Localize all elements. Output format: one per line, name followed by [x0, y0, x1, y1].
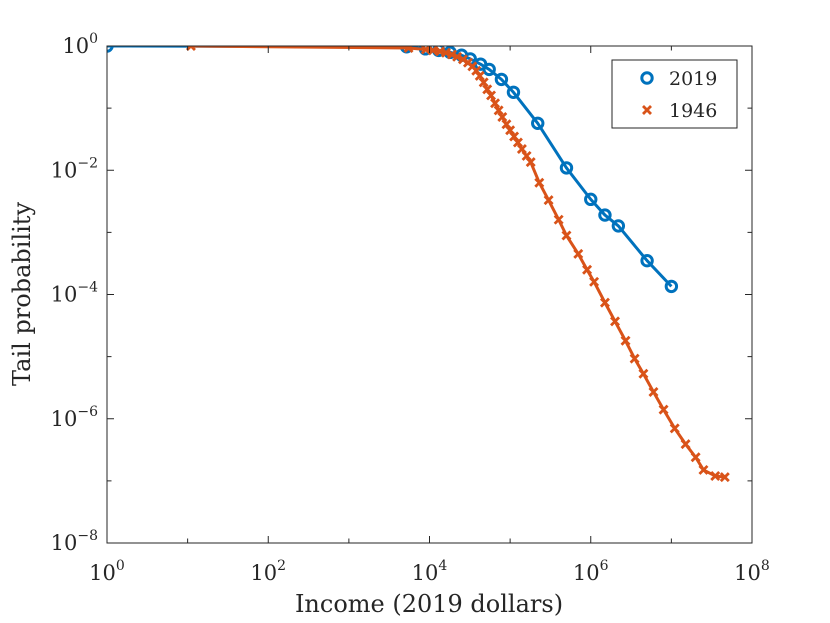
data-point-1946 — [599, 297, 610, 308]
data-point-2019 — [640, 253, 654, 268]
data-point-1946 — [403, 46, 414, 53]
legend-marker-1946 — [642, 105, 652, 115]
data-point-2019 — [664, 279, 679, 294]
data-point-1946 — [710, 470, 721, 481]
data-point-1946 — [680, 439, 691, 450]
data-point-1946 — [669, 423, 680, 434]
legend-label-1946: 1946 — [669, 100, 717, 122]
data-point-1946 — [582, 264, 593, 275]
data-point-1946 — [648, 386, 659, 397]
tick-labels: 100 102 104 106 108 100 10−2 10−4 10−6 10−8 — [51, 31, 770, 585]
series-layer — [107, 46, 730, 483]
y-tick-label: 10−8 — [51, 528, 98, 555]
data-point-1946 — [698, 464, 709, 475]
legend-label-2019: 2019 — [669, 68, 717, 90]
y-tick-label: 10−2 — [51, 155, 98, 182]
data-point-2019 — [611, 219, 626, 233]
data-point-1946 — [512, 137, 523, 148]
x-tick-label: 100 — [89, 558, 125, 585]
data-point-1946 — [719, 472, 730, 483]
data-point-1946 — [478, 77, 489, 88]
data-point-2019 — [584, 192, 598, 207]
y-tick-label: 10−6 — [51, 404, 98, 431]
data-point-2019 — [482, 62, 496, 77]
data-point-1946 — [589, 276, 600, 287]
data-point-1946 — [620, 335, 631, 346]
data-point-1946 — [553, 214, 564, 225]
data-point-1946 — [452, 51, 463, 62]
data-point-1946 — [486, 90, 497, 101]
data-point-1946 — [482, 84, 493, 95]
data-point-1946 — [493, 105, 504, 116]
data-point-1946 — [505, 125, 516, 136]
plot-area — [107, 46, 752, 543]
y-axis-title: Tail probability — [8, 202, 36, 386]
data-point-1946 — [629, 353, 640, 364]
data-point-2019 — [598, 208, 612, 222]
data-point-1946 — [474, 70, 485, 81]
data-point-2019 — [506, 85, 521, 99]
data-point-1946 — [185, 46, 196, 51]
plot-frame — [106, 45, 753, 544]
x-tick-label: 108 — [734, 558, 770, 585]
data-point-2019 — [531, 116, 545, 130]
data-point-1946 — [516, 143, 527, 154]
y-tick-label: 100 — [62, 31, 98, 58]
x-tick-label: 104 — [412, 558, 448, 585]
x-tick-label: 106 — [573, 558, 609, 585]
series-1946 — [185, 46, 730, 483]
data-point-1946 — [610, 316, 621, 327]
data-point-1946 — [534, 177, 545, 188]
legend-box — [611, 59, 738, 129]
data-point-2019 — [494, 72, 509, 87]
data-point-1946 — [561, 230, 572, 241]
y-tick-label: 10−4 — [51, 280, 98, 307]
legend-marker-2019 — [640, 71, 654, 85]
data-point-1946 — [427, 46, 438, 56]
ticks-layer — [106, 45, 753, 544]
data-point-1946 — [638, 368, 649, 379]
data-point-1946 — [497, 111, 508, 122]
data-point-1946 — [446, 49, 457, 60]
data-point-1946 — [543, 195, 554, 206]
data-point-1946 — [501, 119, 512, 130]
data-point-1946 — [509, 131, 520, 142]
data-point-1946 — [573, 248, 584, 259]
data-point-1946 — [490, 98, 501, 109]
data-point-1946 — [525, 157, 536, 168]
data-point-2019 — [559, 161, 574, 175]
data-point-1946 — [521, 150, 532, 161]
x-tick-label: 102 — [250, 558, 286, 585]
data-point-1946 — [690, 452, 701, 463]
data-point-1946 — [658, 404, 669, 415]
legend: 2019 1946 — [611, 59, 738, 129]
x-axis-title: Income (2019 dollars) — [295, 590, 563, 618]
